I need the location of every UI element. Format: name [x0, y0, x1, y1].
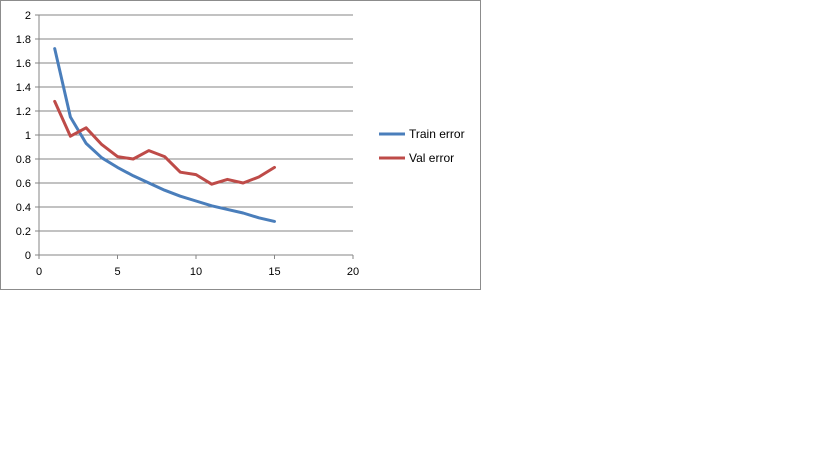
y-tick-label: 2	[25, 10, 31, 22]
y-tick-label: 0.8	[16, 154, 31, 166]
y-tick-label: 1.6	[16, 58, 31, 70]
x-tick-label: 10	[190, 266, 202, 278]
x-tick-label: 15	[268, 266, 280, 278]
line-chart: 00.20.40.60.811.21.41.61.820 5 10 15 20Train…	[16, 10, 465, 278]
chart-area: 0 0.2 0.4 0.6 0.8 1 1.2 1.4 1.6 1.8 2 0 5 10 15 20 Train…	[0, 0, 481, 290]
x-tick-label: 5	[114, 266, 120, 278]
y-tick-label: 0.6	[16, 178, 31, 190]
legend-label: Train error	[409, 127, 465, 141]
x-tick-label: 20	[347, 266, 359, 278]
y-tick-label: 1.8	[16, 34, 31, 46]
legend: Train error Val error	[379, 127, 465, 165]
legend-label: Val error	[409, 151, 454, 165]
x-tick-label: 0	[36, 266, 42, 278]
y-tick-label: 1	[25, 130, 31, 142]
y-tick-label: 1.4	[16, 82, 31, 94]
y-tick-label: 0.2	[16, 226, 31, 238]
y-tick-label: 0.4	[16, 202, 31, 214]
series-line-2	[53, 99, 276, 186]
y-tick-label: 0	[25, 250, 31, 262]
y-tick-label: 1.2	[16, 106, 31, 118]
series-line-1	[53, 47, 276, 223]
